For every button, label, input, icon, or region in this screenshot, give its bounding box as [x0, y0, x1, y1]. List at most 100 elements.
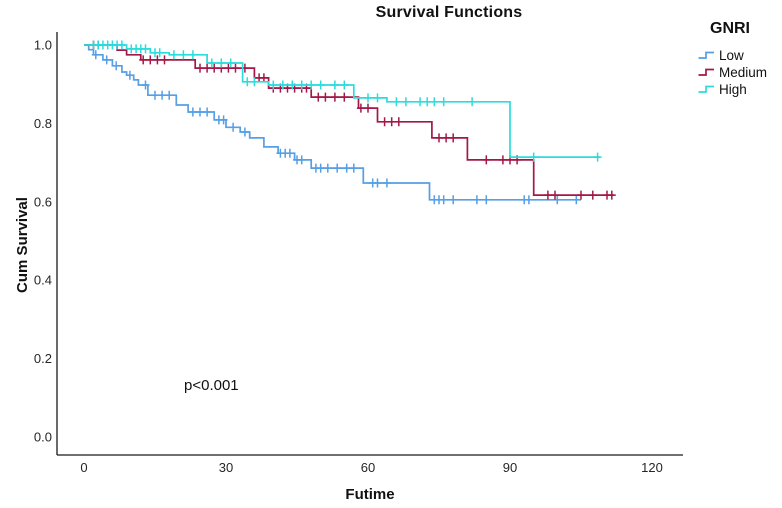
censor-mark-high — [401, 97, 410, 107]
censor-mark-low — [188, 107, 197, 117]
censor-mark-low — [151, 90, 159, 100]
legend-item-medium: Medium — [698, 64, 782, 80]
censor-mark-medium — [380, 117, 389, 127]
censor-mark-low — [472, 195, 481, 205]
step-line-icon — [698, 68, 714, 76]
censor-mark-high — [297, 80, 306, 90]
censor-mark-high — [250, 77, 259, 87]
censor-mark-medium — [203, 63, 212, 73]
censor-mark-high — [269, 80, 278, 90]
censor-mark-medium — [231, 63, 240, 73]
chart-title: Survival Functions — [375, 4, 523, 21]
censor-mark-low — [240, 127, 249, 137]
censor-mark-low — [382, 178, 391, 188]
censor-mark-low — [373, 178, 382, 188]
censor-mark-medium — [314, 92, 323, 102]
censor-mark-high — [416, 97, 425, 107]
censor-mark-high — [278, 80, 287, 90]
censor-mark-high — [340, 80, 349, 90]
censor-mark-high — [423, 97, 432, 107]
legend-item-low: Low — [698, 47, 782, 63]
censor-mark-medium — [196, 63, 204, 73]
censor-mark-low — [91, 50, 100, 60]
censor-mark-medium — [330, 92, 339, 102]
censor-mark-low — [342, 163, 351, 173]
censor-mark-medium — [356, 103, 365, 113]
censor-mark-low — [524, 195, 533, 205]
y-tick-label: 0.2 — [34, 351, 52, 366]
x-tick-label: 60 — [361, 460, 375, 475]
censor-mark-low — [102, 55, 111, 65]
censor-mark-medium — [449, 133, 458, 143]
y-tick-label: 1.0 — [34, 38, 52, 53]
censor-mark-low — [482, 195, 491, 205]
legend-label: Low — [719, 47, 744, 63]
censor-mark-high — [364, 93, 372, 103]
censor-mark-medium — [498, 155, 507, 165]
censor-mark-high — [141, 44, 150, 54]
p-value-annotation: p<0.001 — [184, 377, 239, 394]
censor-mark-high — [188, 50, 197, 60]
x-axis-title: Futime — [345, 486, 395, 503]
censor-mark-medium — [224, 63, 233, 73]
censor-mark-low — [229, 122, 238, 132]
censor-mark-low — [165, 90, 174, 100]
x-tick-label: 120 — [641, 460, 663, 475]
survival-curve-medium — [84, 44, 615, 196]
censor-mark-medium — [442, 133, 451, 143]
y-tick-label: 0.0 — [34, 430, 52, 445]
censor-mark-low — [449, 195, 458, 205]
censor-mark-low — [158, 90, 167, 100]
legend: GNRI Low Medium High — [698, 20, 782, 98]
censor-mark-high — [373, 93, 382, 103]
censor-mark-low — [323, 163, 332, 173]
censor-mark-low — [572, 195, 581, 205]
censor-mark-medium — [139, 55, 148, 65]
censor-mark-low — [203, 107, 212, 117]
censor-mark-high — [155, 48, 164, 58]
censor-mark-medium — [482, 155, 491, 165]
legend-item-high: High — [698, 81, 782, 97]
step-line-icon — [698, 85, 714, 93]
censor-mark-medium — [387, 117, 396, 127]
y-tick-label: 0.4 — [34, 273, 52, 288]
censor-mark-high — [243, 77, 252, 87]
censor-mark-medium — [394, 117, 403, 127]
censor-mark-high — [307, 80, 316, 90]
censor-mark-high — [529, 152, 538, 162]
censor-mark-high — [117, 40, 126, 50]
censor-mark-medium — [588, 190, 597, 200]
censor-mark-medium — [210, 63, 219, 73]
legend-items: Low Medium High — [698, 47, 782, 97]
censor-mark-medium — [340, 92, 349, 102]
censor-mark-medium — [146, 55, 155, 65]
x-tick-label: 0 — [80, 460, 87, 475]
censor-mark-high — [593, 152, 602, 162]
censor-mark-high — [430, 97, 439, 107]
censor-mark-low — [285, 148, 294, 158]
censor-mark-high — [439, 97, 448, 107]
censor-mark-low — [297, 155, 306, 165]
legend-label: Medium — [719, 64, 768, 80]
censor-mark-medium — [577, 190, 585, 200]
censor-mark-medium — [551, 190, 559, 200]
step-line-icon — [698, 51, 714, 59]
censor-mark-high — [468, 97, 477, 107]
censor-mark-high — [226, 58, 235, 68]
survival-curve-low — [84, 44, 581, 201]
censor-mark-medium — [153, 55, 162, 65]
censor-mark-high — [179, 50, 188, 60]
censor-mark-low — [219, 115, 228, 125]
censor-mark-high — [288, 80, 297, 90]
censor-mark-low — [333, 163, 342, 173]
legend-label: High — [719, 81, 747, 97]
censor-mark-low — [316, 163, 325, 173]
censor-mark-low — [196, 107, 204, 117]
censor-mark-medium — [543, 190, 552, 200]
censor-mark-medium — [435, 133, 443, 143]
censor-mark-low — [553, 195, 562, 205]
censor-mark-low — [141, 80, 150, 90]
censor-mark-high — [392, 97, 401, 107]
